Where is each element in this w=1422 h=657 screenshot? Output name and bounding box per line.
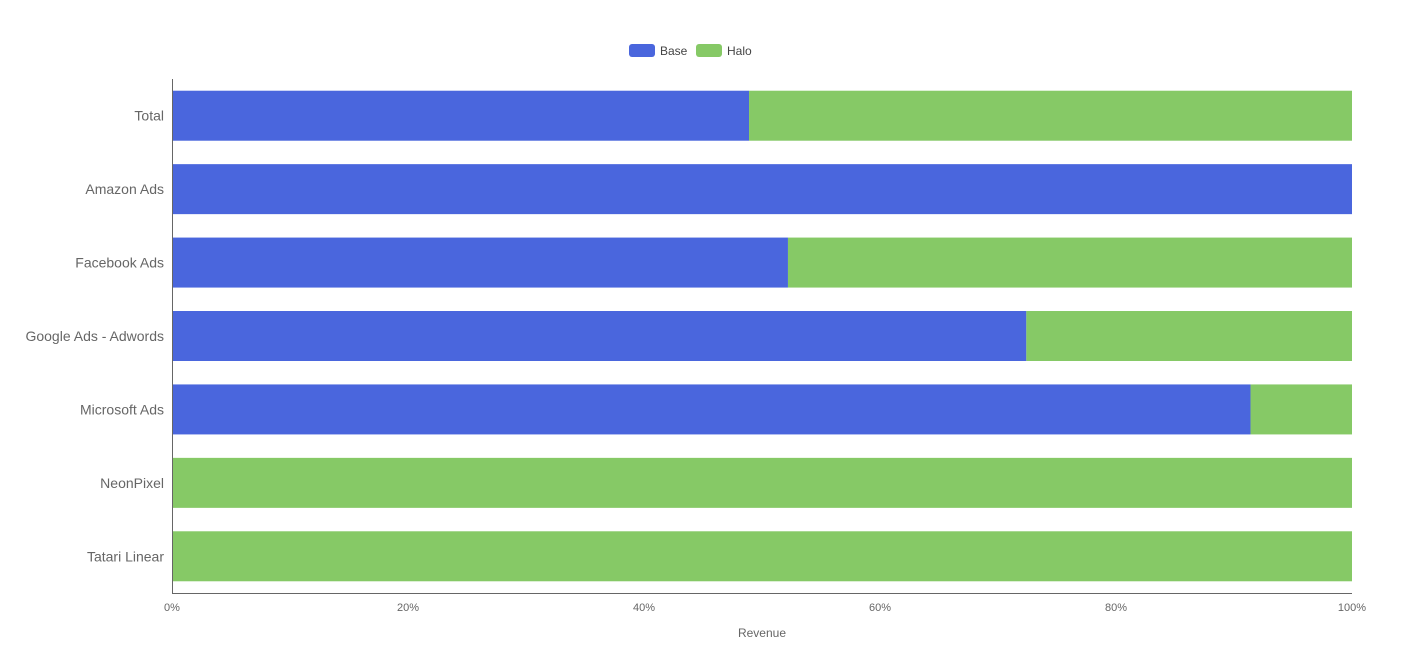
legend-label-halo: Halo bbox=[727, 44, 752, 58]
x-tick-label: 0% bbox=[164, 602, 180, 614]
bar-base bbox=[172, 164, 1352, 215]
x-tick-label: 60% bbox=[869, 602, 891, 614]
legend-swatch-halo bbox=[696, 44, 722, 57]
legend: Base Halo bbox=[629, 44, 752, 58]
legend-label-base: Base bbox=[660, 44, 688, 58]
bar-base bbox=[172, 237, 788, 288]
bar-halo bbox=[1026, 311, 1352, 361]
category-labels: Total Amazon Ads Facebook Ads Google Ads - … bbox=[25, 108, 164, 565]
bar-halo bbox=[172, 457, 1352, 508]
legend-swatch-base bbox=[629, 44, 655, 57]
bar-halo bbox=[172, 531, 1352, 582]
bar-base bbox=[172, 311, 1027, 361]
x-axis-title: Revenue bbox=[738, 626, 786, 640]
category-label: Facebook Ads bbox=[75, 255, 164, 271]
category-label: Google Ads - Adwords bbox=[25, 328, 164, 344]
x-tick-label: 40% bbox=[633, 602, 655, 614]
x-tick-label: 100% bbox=[1338, 602, 1366, 614]
category-label: Tatari Linear bbox=[87, 548, 164, 564]
category-label: Microsoft Ads bbox=[80, 401, 164, 417]
category-label: Amazon Ads bbox=[85, 181, 164, 197]
bars bbox=[172, 90, 1352, 582]
bar-halo bbox=[787, 237, 1352, 288]
bar-base bbox=[172, 90, 750, 141]
bar-halo bbox=[749, 90, 1352, 141]
bar-base bbox=[172, 384, 1251, 435]
x-tick-label: 20% bbox=[397, 602, 419, 614]
bar-halo bbox=[1250, 384, 1352, 435]
category-label: Total bbox=[134, 108, 164, 124]
category-label: NeonPixel bbox=[100, 475, 164, 491]
x-tick-label: 80% bbox=[1105, 602, 1127, 614]
axes: 0% 20% 40% 60% 80% 100% bbox=[164, 79, 1366, 614]
